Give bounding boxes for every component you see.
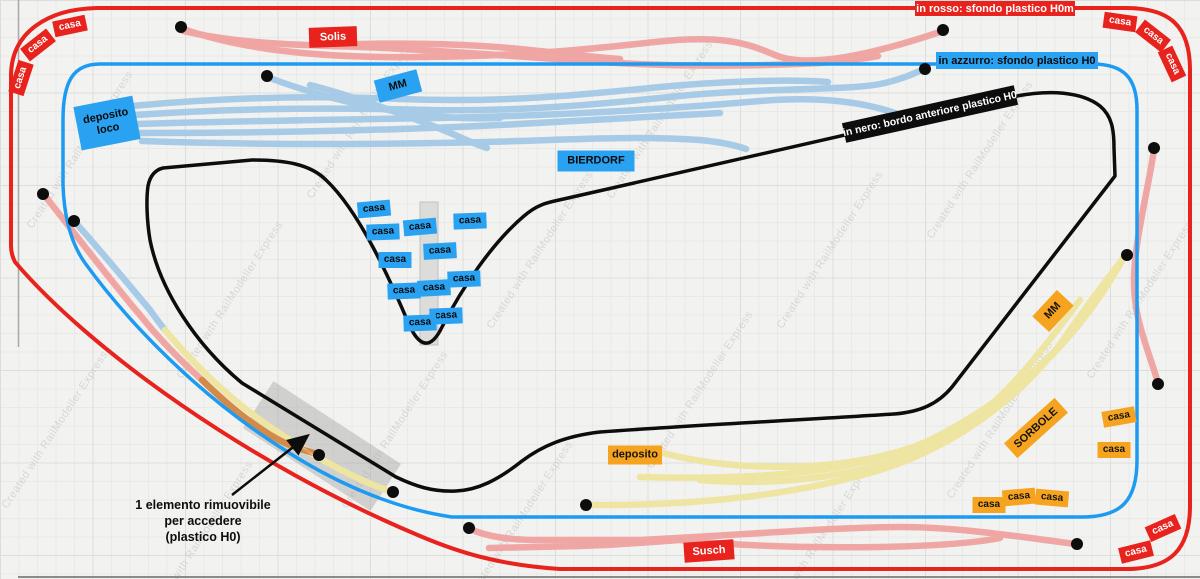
buffer-stop-icon [1148, 142, 1160, 154]
h0m-backdrop-outline [9, 6, 1192, 571]
buffer-stop-icon [37, 188, 49, 200]
buffer-stop-icon [261, 70, 273, 82]
buffer-stop-icon [313, 449, 325, 461]
buffer-stop-icon [580, 499, 592, 511]
buffer-stop-icons [37, 21, 1164, 550]
buffer-stop-icon [175, 21, 187, 33]
buffer-stop-icon [1121, 249, 1133, 261]
h0-backdrop-outline [61, 62, 1139, 519]
buffer-stop-icon [1152, 378, 1164, 390]
h0m-hidden-tracks [41, 25, 1162, 552]
legend-h0m-red: in rosso: sfondo plastico H0m [915, 1, 1075, 16]
legend-h0-azure: in azzurro: sfondo plastico H0 [936, 52, 1098, 69]
buffer-stop-icon [387, 486, 399, 498]
annotation-arrow [231, 433, 310, 496]
tunnel-cover-strip [419, 201, 439, 346]
h0-front-border-outline [145, 90, 1117, 493]
buffer-stop-icon [463, 522, 475, 534]
buffer-stop-icon [1071, 538, 1083, 550]
buffer-stop-icon [937, 24, 949, 36]
h0-hidden-tracks [71, 66, 926, 334]
buffer-stop-icon [919, 63, 931, 75]
removable-element-note: 1 elemento rimuovibile per accedere (pla… [135, 498, 271, 544]
buffer-stop-icon [68, 215, 80, 227]
